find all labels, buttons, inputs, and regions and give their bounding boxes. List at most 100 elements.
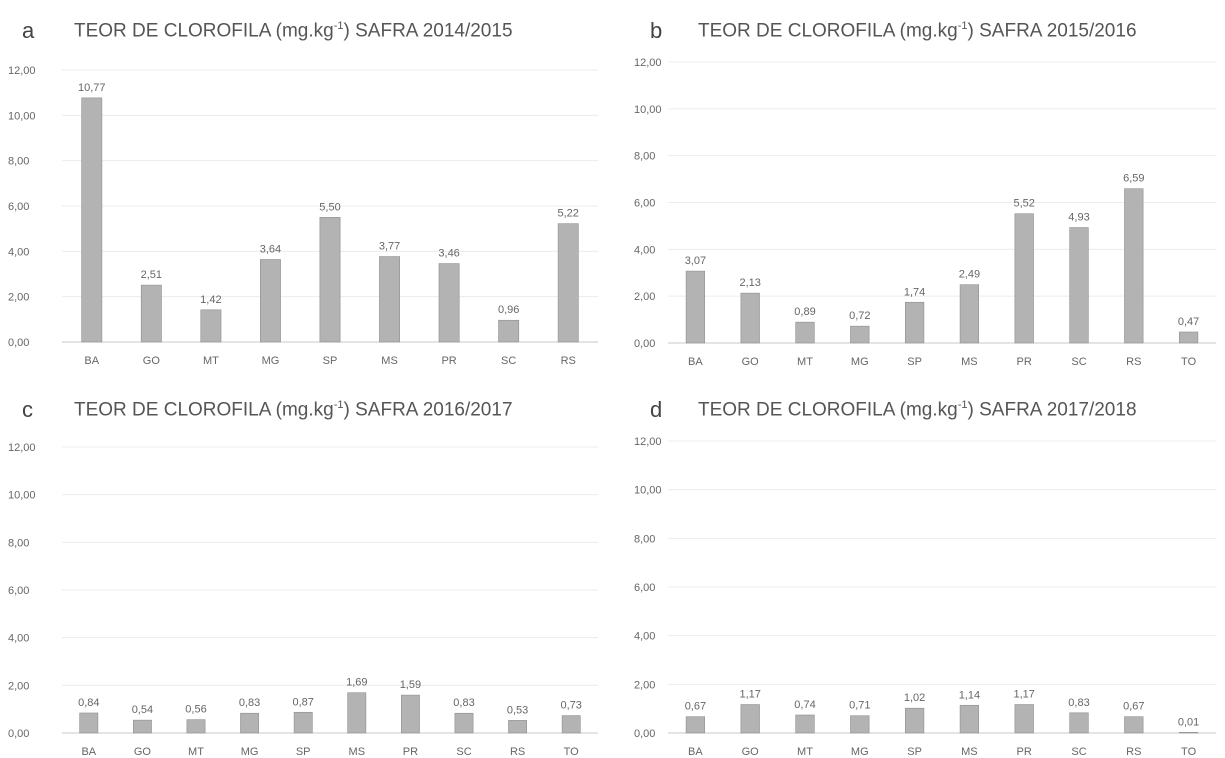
x-tick-label: GO [134,746,152,758]
bar-rs [1124,716,1144,734]
chart-title-main: TEOR DE CLOROFILA (mg.kg [698,399,958,421]
data-label: 3,07 [685,255,706,267]
bar-rs [508,720,528,734]
y-tick-label: 8,00 [8,156,29,168]
y-tick-label: 0,00 [8,337,29,349]
bar-pr [1014,704,1034,734]
chart-title-main: TEOR DE CLOROFILA (mg.kg [74,399,334,421]
x-tick-label: RS [510,746,525,758]
x-tick-label: SC [501,355,516,367]
chart-title-main: TEOR DE CLOROFILA (mg.kg [74,20,334,42]
y-tick-label: 2,00 [8,292,29,304]
data-label: 0,01 [1178,716,1199,728]
y-tick-label: 10,00 [634,104,662,116]
chart-title-season: ) SAFRA 2017/2018 [967,399,1137,421]
bar-chart-2015-2016: 0,00 2,00 4,00 6,00 8,00 10,00 12,00 3,07 BA 2,13… [634,57,1216,368]
y-tick-label: 0,00 [634,728,655,740]
data-label: 5,50 [319,201,340,213]
chart-title-superscript: -1 [333,20,344,32]
bar-sc [1069,227,1089,344]
data-label: 1,74 [904,286,925,298]
bar-mg [850,325,870,344]
data-label: 1,14 [959,689,980,701]
chart-title: TEOR DE CLOROFILA (mg.kg-1) SAFRA 2014/2… [74,20,513,42]
data-label: 0,47 [1178,316,1199,328]
y-tick-label: 8,00 [634,151,655,163]
bar-mt [795,321,815,344]
bar-chart-2014-2015: 0,00 2,00 4,00 6,00 8,00 10,00 12,00 10,77 BA 2,5… [8,65,598,367]
y-tick-label: 6,00 [8,201,29,213]
bar-ba [685,716,706,734]
x-tick-label: MT [797,356,813,368]
chart-title: TEOR DE CLOROFILA (mg.kg-1) SAFRA 2016/2… [74,399,513,421]
bar-mg [260,259,281,343]
x-tick-label: GO [742,746,760,758]
data-label: 5,52 [1013,198,1034,210]
x-tick-label: MG [262,355,280,367]
data-label: 1,59 [400,679,421,691]
y-tick-label: 6,00 [634,198,655,210]
bar-sp [319,217,341,343]
bar-mt [200,309,222,343]
x-tick-label: RS [1126,746,1141,758]
data-label: 0,53 [507,704,528,716]
chart-title-season: ) SAFRA 2014/2015 [343,20,513,42]
bar-pr [400,694,420,734]
bar-mt [795,714,815,734]
x-tick-label: BA [81,746,96,758]
y-tick-label: 0,00 [634,338,655,350]
x-tick-label: MS [349,746,366,758]
data-label: 0,67 [685,701,706,713]
panel-letter: c [22,397,33,422]
bar-pr [1014,213,1034,344]
y-tick-label: 12,00 [634,57,662,69]
data-label: 0,74 [794,699,815,711]
x-tick-label: MT [188,746,204,758]
bar-mg [850,715,870,734]
data-label: 3,64 [260,243,281,255]
chart-title-main: TEOR DE CLOROFILA (mg.kg [698,20,958,42]
x-tick-label: MS [961,746,978,758]
data-label: 6,59 [1123,173,1144,185]
y-tick-label: 2,00 [634,679,655,691]
x-tick-label: BA [688,356,703,368]
y-tick-label: 2,00 [8,680,29,692]
x-tick-label: MT [797,746,813,758]
bar-to [1178,732,1199,734]
chart-title-superscript: -1 [333,399,344,411]
y-tick-label: 4,00 [8,246,29,258]
bar-sc [1069,712,1089,734]
chart-title: TEOR DE CLOROFILA (mg.kg-1) SAFRA 2015/2… [698,20,1137,42]
panel-letter: b [650,18,663,43]
data-label: 0,83 [239,697,260,709]
chart-panel-a: a TEOR DE CLOROFILA (mg.kg-1) SAFRA 2014… [0,0,612,379]
data-label: 2,13 [739,277,760,289]
bar-ba [79,712,99,734]
bar-go [132,719,152,734]
chart-title: TEOR DE CLOROFILA (mg.kg-1) SAFRA 2017/2… [698,399,1137,421]
bar-sp [904,301,925,344]
y-tick-label: 8,00 [8,537,29,549]
bar-sc [454,712,474,734]
x-tick-label: MT [203,355,219,367]
x-tick-label: SP [296,746,311,758]
x-tick-label: RS [1126,356,1141,368]
bar-pr [438,263,460,343]
data-label: 5,22 [558,208,579,220]
x-tick-label: MG [241,746,259,758]
x-tick-label: SP [907,356,922,368]
bar-go [740,292,760,344]
chart-title-season: ) SAFRA 2015/2016 [967,20,1137,42]
data-label: 0,56 [185,704,206,716]
bar-ms [959,704,980,734]
bar-ms [959,284,980,344]
x-tick-label: PR [1017,356,1032,368]
y-tick-label: 10,00 [8,490,36,502]
bar-ba [685,270,706,344]
x-tick-label: SC [1071,356,1086,368]
x-tick-label: MS [381,355,398,367]
y-tick-label: 12,00 [8,65,36,77]
chart-panel-b: b TEOR DE CLOROFILA (mg.kg-1) SAFRA 2015… [612,0,1225,379]
bar-chart-2017-2018: 0,00 2,00 4,00 6,00 8,00 10,00 12,00 0,67 BA 1,17… [634,436,1216,758]
x-tick-label: BA [688,746,703,758]
